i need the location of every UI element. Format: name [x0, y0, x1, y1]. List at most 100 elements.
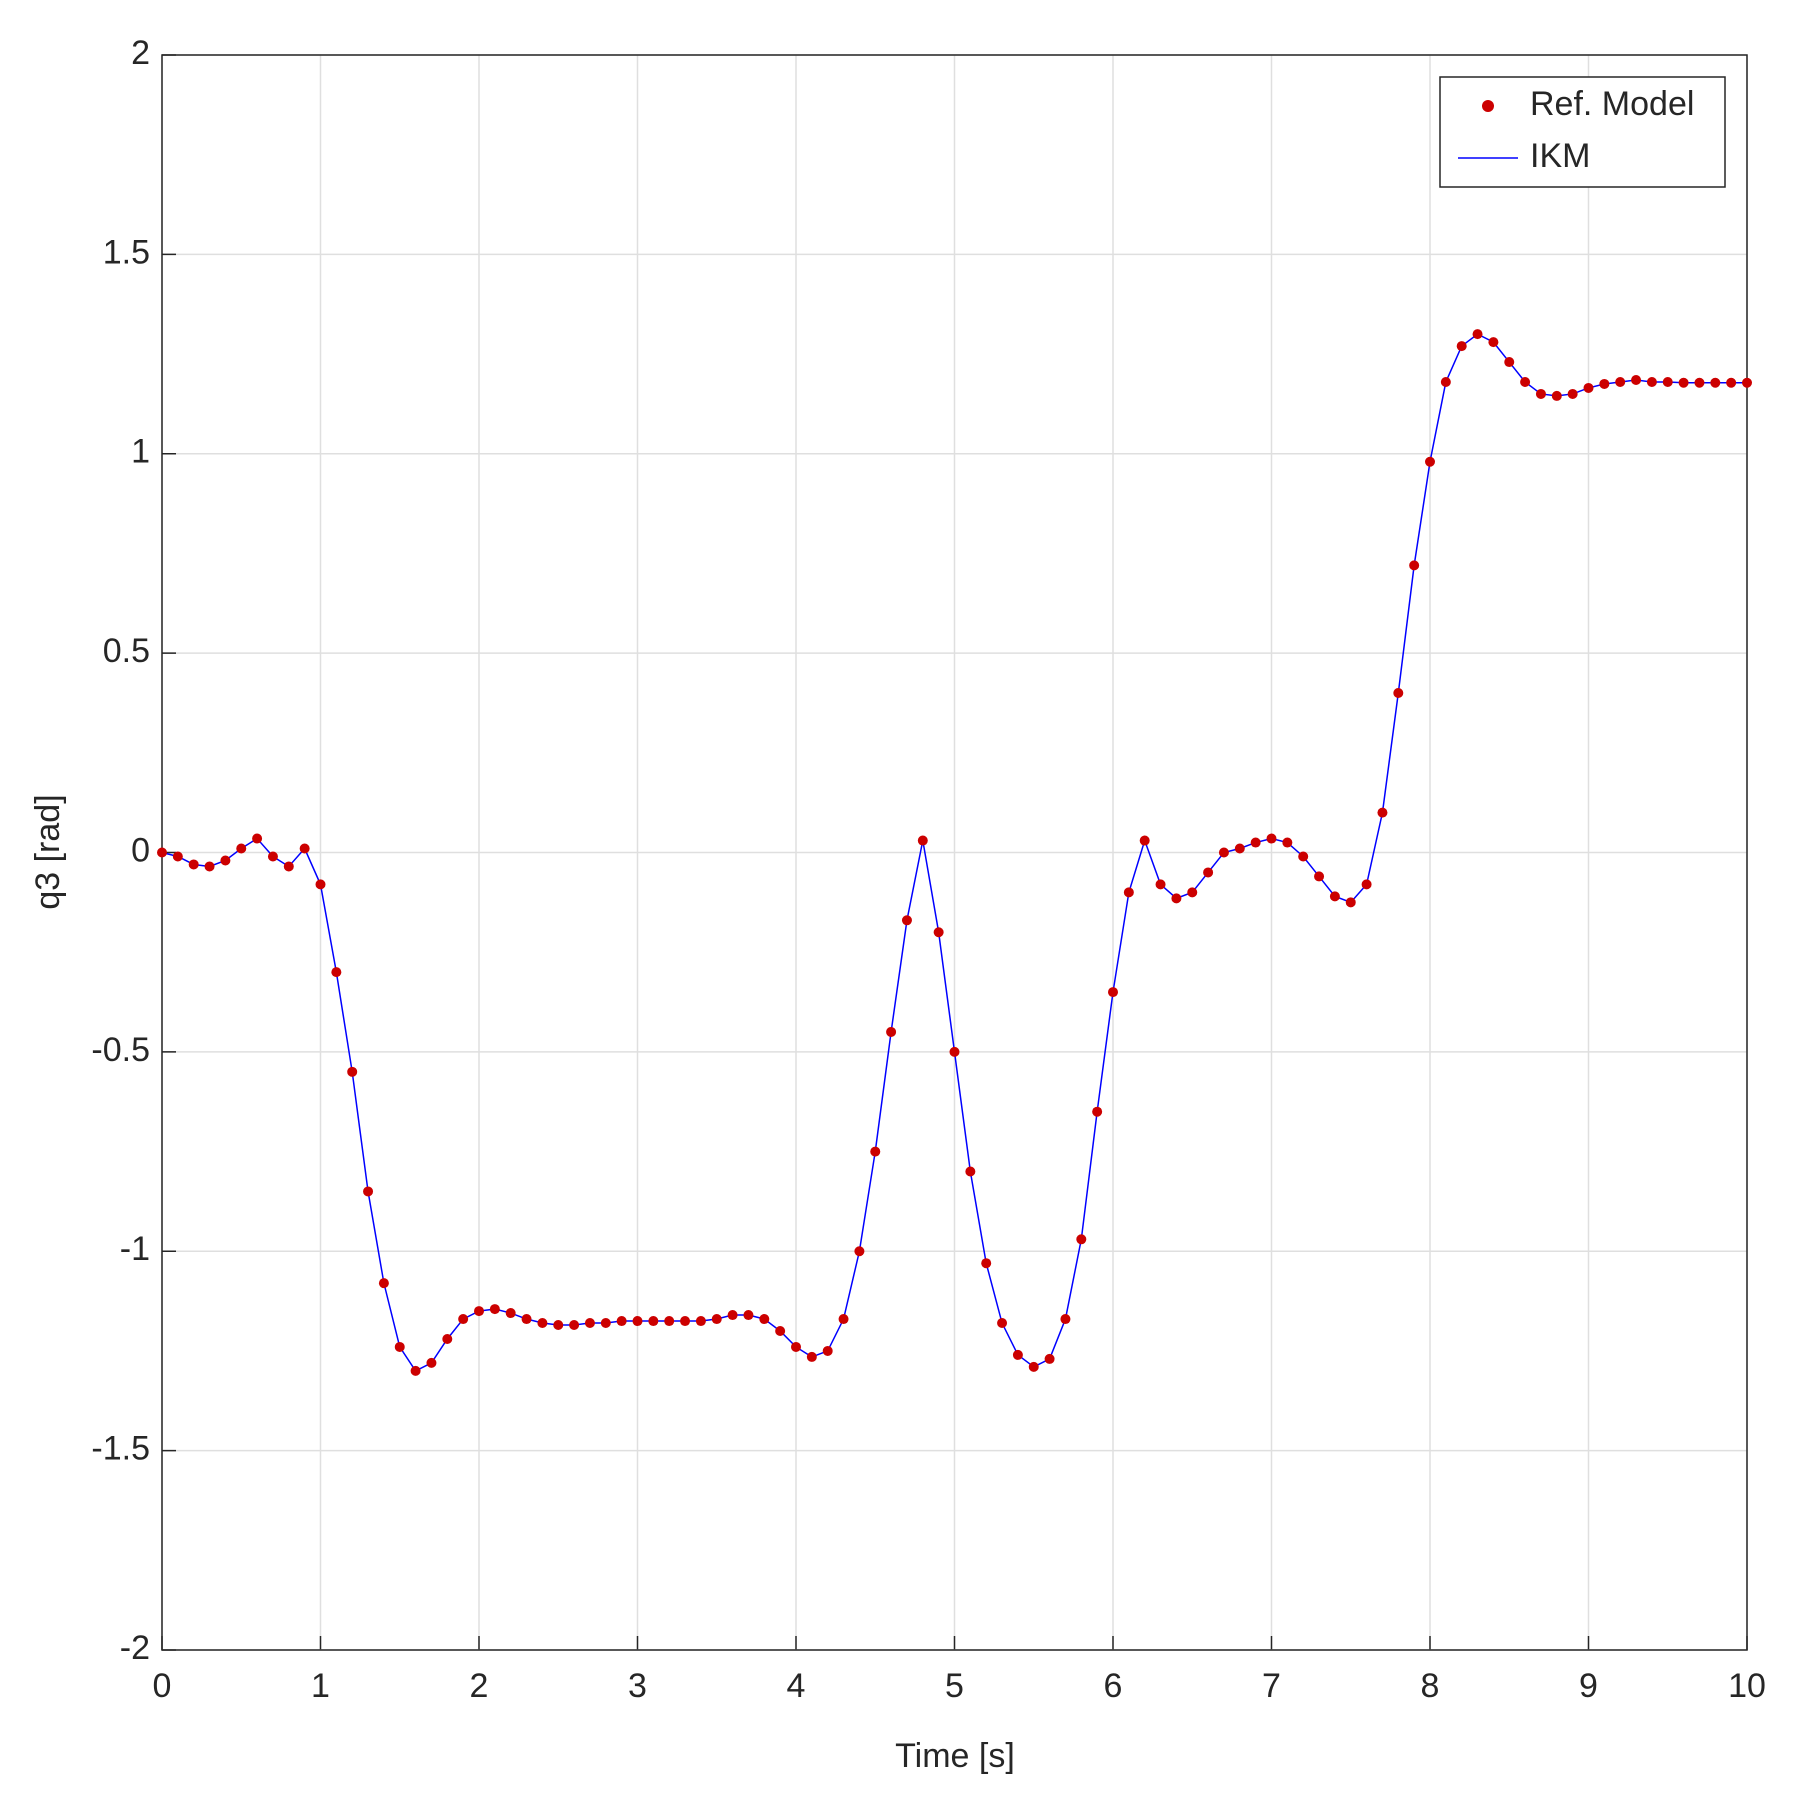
data-point: [1076, 1234, 1087, 1245]
y-tick-label: 2: [131, 34, 150, 72]
data-point: [806, 1351, 817, 1362]
data-point: [901, 915, 912, 926]
data-point: [1694, 377, 1705, 388]
data-point: [1631, 374, 1642, 385]
data-point: [838, 1314, 849, 1325]
data-point: [1742, 377, 1752, 388]
data-point: [299, 843, 310, 854]
data-point: [505, 1308, 516, 1319]
x-tick-label: 5: [945, 1667, 964, 1705]
data-point: [632, 1316, 643, 1327]
data-point: [1108, 987, 1118, 998]
data-point: [981, 1258, 992, 1269]
data-point: [1551, 390, 1562, 401]
x-tick-label: 7: [1262, 1667, 1281, 1705]
data-point: [965, 1166, 976, 1177]
data-point: [410, 1365, 421, 1376]
data-point: [1028, 1361, 1039, 1372]
data-point: [442, 1333, 453, 1344]
y-tick-label: 1.5: [103, 233, 150, 271]
data-point: [1218, 847, 1229, 858]
data-point: [680, 1316, 691, 1327]
data-point: [553, 1320, 564, 1331]
data-point: [933, 927, 944, 938]
data-point: [1377, 807, 1388, 818]
data-point: [1282, 837, 1293, 848]
data-point: [157, 847, 167, 858]
data-point: [188, 859, 199, 870]
data-point: [584, 1318, 595, 1329]
data-point: [1361, 879, 1372, 890]
data-point: [600, 1318, 611, 1329]
x-tick-label: 1: [311, 1667, 330, 1705]
data-point: [1171, 893, 1182, 904]
data-point: [1314, 871, 1325, 882]
data-point: [172, 851, 183, 862]
data-point: [378, 1278, 389, 1289]
data-point: [743, 1310, 754, 1321]
data-point: [1092, 1106, 1103, 1117]
data-point: [854, 1246, 865, 1257]
x-tick-label: 8: [1421, 1667, 1440, 1705]
data-point: [1044, 1353, 1055, 1364]
data-point: [331, 967, 342, 978]
data-point: [1646, 376, 1657, 387]
y-tick-label: -1.5: [91, 1430, 150, 1468]
y-tick-label: -2: [120, 1629, 150, 1667]
data-point: [204, 861, 215, 872]
data-point: [1456, 341, 1467, 352]
data-point: [569, 1320, 580, 1331]
data-point: [1599, 378, 1610, 389]
data-point: [1155, 879, 1166, 890]
data-point: [759, 1314, 770, 1325]
data-point: [394, 1341, 405, 1352]
data-point: [711, 1314, 722, 1325]
data-point: [1298, 851, 1309, 862]
data-point: [236, 843, 247, 854]
data-point: [822, 1345, 833, 1356]
y-axis-label: q3 [rad]: [29, 794, 67, 909]
data-point: [1425, 456, 1435, 467]
data-point: [997, 1318, 1008, 1329]
data-point: [1345, 897, 1356, 908]
data-point: [1472, 329, 1483, 340]
data-point: [949, 1046, 960, 1057]
data-point: [1123, 887, 1134, 898]
data-point: [1393, 688, 1404, 698]
data-point: [489, 1304, 500, 1315]
legend-label: IKM: [1530, 137, 1590, 175]
data-point: [775, 1326, 786, 1336]
data-point: [870, 1146, 881, 1157]
data-point: [1535, 388, 1546, 399]
x-tick-label: 6: [1104, 1667, 1123, 1705]
data-point: [1567, 388, 1578, 399]
x-tick-label: 9: [1579, 1667, 1598, 1705]
data-point: [537, 1318, 548, 1329]
data-point: [1266, 833, 1277, 844]
data-point: [267, 851, 278, 862]
y-tick-label: 0: [131, 831, 150, 869]
data-point: [1504, 357, 1515, 368]
data-point: [426, 1357, 437, 1368]
data-point: [521, 1314, 532, 1325]
data-point: [220, 855, 231, 866]
data-point: [1250, 837, 1261, 848]
data-point: [347, 1066, 358, 1077]
data-point: [727, 1310, 738, 1321]
data-point: [1187, 887, 1198, 898]
data-point: [1726, 377, 1737, 388]
data-point: [664, 1316, 675, 1327]
data-point: [1710, 377, 1721, 388]
legend-swatch: [1482, 100, 1494, 112]
data-point: [1329, 891, 1340, 902]
data-point: [1488, 337, 1499, 348]
legend-label: Ref. Model: [1530, 85, 1694, 123]
data-point: [616, 1316, 627, 1327]
data-point: [252, 833, 263, 844]
data-point: [695, 1316, 706, 1327]
data-point: [917, 835, 928, 846]
data-point: [315, 879, 326, 890]
data-point: [886, 1026, 897, 1037]
legend-box: [1439, 76, 1726, 188]
